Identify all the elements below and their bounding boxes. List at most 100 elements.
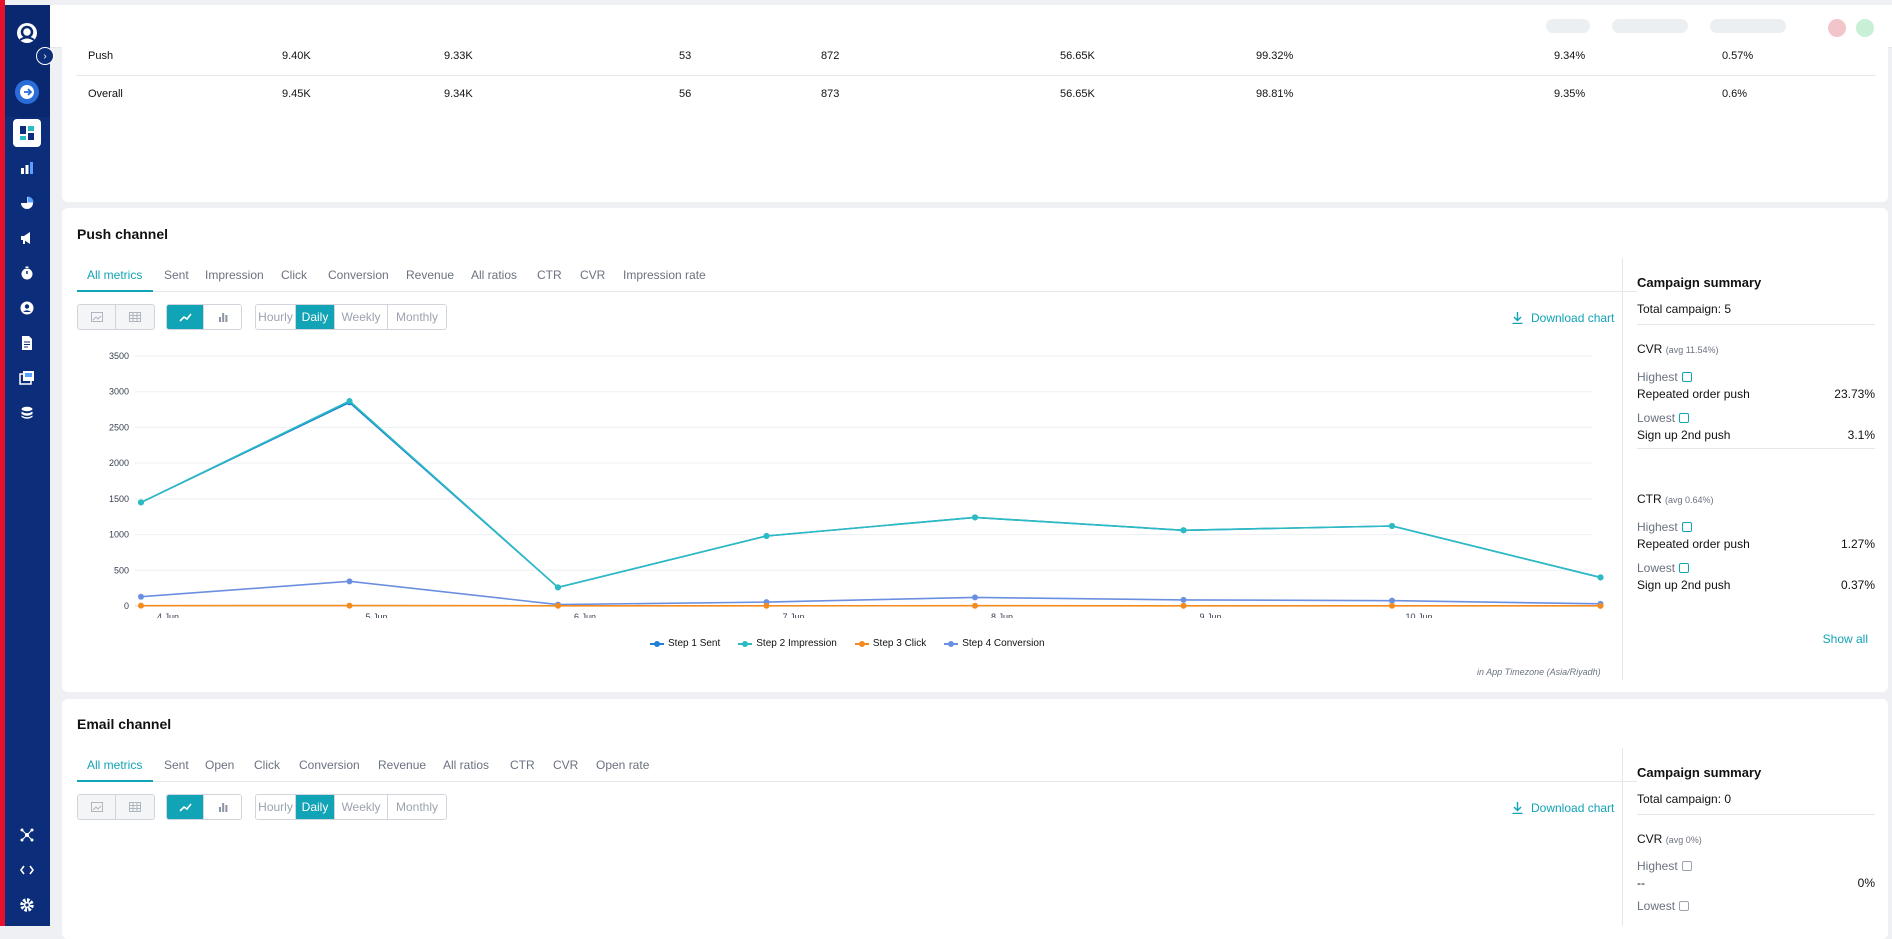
series-line (141, 581, 1601, 604)
user-avatar-icon[interactable] (13, 19, 41, 47)
cvr-lowest-row: Lowest (1637, 899, 1689, 913)
users-icon[interactable] (13, 294, 41, 322)
dashboard-icon[interactable] (13, 119, 41, 147)
table-view-icon[interactable] (116, 795, 154, 819)
cvr-heading: CVR (avg 11.54%) (1637, 342, 1719, 356)
x-tick-label: 8 Jun (991, 612, 1013, 618)
code-icon[interactable] (13, 856, 41, 884)
campaigns-icon[interactable] (13, 224, 41, 252)
cvr-heading: CVR (avg 0%) (1637, 832, 1702, 846)
collapse-sidebar-icon[interactable]: › (36, 47, 54, 65)
x-tick-label: 9 Jun (1199, 612, 1221, 618)
legend-label: Step 4 Conversion (962, 638, 1044, 649)
data-point (555, 603, 561, 609)
tab-open[interactable]: Open (205, 758, 234, 772)
cvr-lowest-name: Sign up 2nd push (1637, 428, 1730, 442)
legend-label: Step 2 Impression (756, 638, 837, 649)
tab-revenue[interactable]: Revenue (378, 758, 426, 772)
legend-sent[interactable]: Step 1 Sent (650, 638, 720, 649)
cvr-average: (avg 11.54%) (1666, 345, 1719, 355)
ctr-highest-name: Repeated order push (1637, 537, 1750, 551)
chart-type-toggle (166, 794, 242, 820)
cvr-average: (avg 0%) (1666, 835, 1702, 845)
legend-click[interactable]: Step 3 Click (855, 638, 926, 649)
external-link-icon[interactable] (1682, 372, 1692, 382)
tab-cvr[interactable]: CVR (553, 758, 578, 772)
ctr-label: CTR (1637, 492, 1662, 506)
external-link-icon[interactable] (1679, 413, 1689, 423)
top-action-placeholder[interactable] (1710, 19, 1786, 33)
settings-icon[interactable] (13, 891, 41, 919)
summary-title: Campaign summary (1637, 765, 1761, 780)
cell: 56 (679, 88, 691, 100)
y-tick-label: 1500 (109, 494, 129, 504)
tab-all-ratios[interactable]: All ratios (443, 758, 489, 772)
integrations-icon[interactable] (13, 821, 41, 849)
chart-view-icon[interactable] (78, 795, 116, 819)
documents-icon[interactable] (13, 329, 41, 357)
legend-conversion[interactable]: Step 4 Conversion (944, 638, 1044, 649)
top-action-placeholder[interactable] (1612, 19, 1688, 33)
period-hourly[interactable]: Hourly (256, 795, 296, 819)
view-toggle (77, 794, 155, 820)
ctr-heading: CTR (avg 0.64%) (1637, 492, 1714, 506)
divider (1637, 324, 1875, 325)
status-indicator (1546, 19, 1590, 33)
external-link-icon[interactable] (1682, 522, 1692, 532)
database-icon[interactable] (13, 399, 41, 427)
tab-open-rate[interactable]: Open rate (596, 758, 649, 772)
go-icon[interactable] (13, 78, 41, 106)
bar-chart-icon[interactable] (204, 795, 241, 819)
data-point (972, 603, 978, 609)
segments-icon[interactable] (13, 189, 41, 217)
data-point (347, 398, 353, 404)
campaign-summary: Campaign summary Total campaign: 5 CVR (… (1622, 258, 1888, 680)
divider (1637, 448, 1875, 449)
cell: 9.33K (444, 50, 473, 62)
download-chart-button[interactable]: Download chart (1512, 801, 1614, 815)
period-weekly[interactable]: Weekly (335, 795, 388, 819)
x-tick-label: 10 Jun (1405, 612, 1432, 618)
cell: 53 (679, 50, 691, 62)
cell: 9.34% (1554, 50, 1585, 62)
cell: 98.81% (1256, 88, 1293, 100)
cell: 872 (821, 50, 839, 62)
tab-click[interactable]: Click (254, 758, 280, 772)
tab-conversion[interactable]: Conversion (299, 758, 360, 772)
email-channel-card: Email channel All metrics Sent Open Clic… (62, 699, 1888, 939)
tab-all-metrics[interactable]: All metrics (87, 758, 142, 772)
cvr-highest-value: 23.73% (1834, 387, 1875, 401)
line-chart-icon[interactable] (167, 795, 204, 819)
show-all-link[interactable]: Show all (1823, 632, 1868, 646)
sidebar: › (5, 5, 50, 926)
ctr-average: (avg 0.64%) (1665, 495, 1714, 505)
analytics-icon[interactable] (13, 154, 41, 182)
external-link-icon[interactable] (1682, 861, 1692, 871)
cell: 56.65K (1060, 50, 1095, 62)
legend-impression[interactable]: Step 2 Impression (738, 638, 837, 649)
cvr-label: CVR (1637, 832, 1662, 846)
data-point (1181, 597, 1187, 603)
external-link-icon[interactable] (1679, 563, 1689, 573)
data-point (764, 533, 770, 539)
external-link-icon[interactable] (1679, 901, 1689, 911)
tab-ctr[interactable]: CTR (510, 758, 535, 772)
x-tick-label: 6 Jun (574, 612, 596, 618)
lowest-label: Lowest (1637, 411, 1675, 425)
notification-icon[interactable] (1828, 19, 1846, 37)
timer-icon[interactable] (13, 259, 41, 287)
ctr-lowest-value: 0.37% (1841, 578, 1875, 592)
total-campaigns: Total campaign: 5 (1637, 302, 1731, 316)
data-point (1181, 603, 1187, 609)
table-row: Push 9.40K 9.33K 53 872 56.65K 99.32% 9.… (76, 38, 1876, 74)
period-monthly[interactable]: Monthly (388, 795, 446, 819)
total-campaigns: Total campaign: 0 (1637, 792, 1731, 806)
tab-sent[interactable]: Sent (164, 758, 189, 772)
help-icon[interactable] (1856, 19, 1874, 37)
data-point (347, 578, 353, 584)
data-point (1389, 598, 1395, 604)
templates-icon[interactable] (13, 364, 41, 392)
download-chart-label: Download chart (1531, 801, 1614, 815)
data-point (972, 594, 978, 600)
period-daily[interactable]: Daily (296, 795, 335, 819)
